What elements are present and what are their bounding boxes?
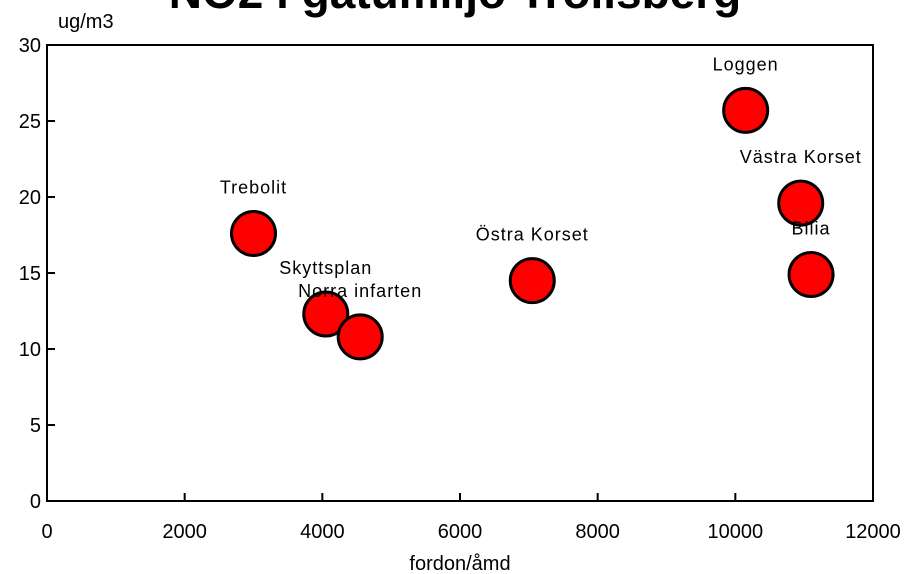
- y-tick-label: 30: [19, 35, 41, 57]
- x-tick-label: 4000: [300, 521, 345, 543]
- point-label: Västra Korset: [740, 147, 862, 167]
- point: [722, 86, 770, 134]
- y-tick-label: 5: [30, 415, 41, 437]
- y-tick-label: 25: [19, 111, 41, 133]
- point: [302, 290, 350, 338]
- x-axis-label: fordon/åmd: [409, 553, 510, 574]
- point-label: Östra Korset: [476, 225, 589, 245]
- y-axis-label: ug/m3: [58, 11, 114, 33]
- point: [787, 251, 835, 299]
- chart-title: NO2 i gatumiljö Trollsberg: [169, 0, 742, 18]
- x-tick-label: 8000: [575, 521, 620, 543]
- y-tick-label: 10: [19, 339, 41, 361]
- point: [230, 209, 277, 257]
- x-tick-label: 12000: [845, 521, 901, 543]
- point-label: Skyttsplan: [279, 258, 372, 278]
- y-tick-label: 0: [30, 491, 41, 513]
- x-tick-label: 2000: [162, 521, 207, 543]
- y-tick-label: 20: [19, 187, 41, 209]
- point-label: Loggen: [713, 54, 779, 74]
- x-tick-label: 6000: [438, 521, 483, 543]
- point-label: Norra infarten: [298, 281, 422, 301]
- point: [336, 313, 384, 361]
- x-tick-label: 10000: [708, 521, 764, 543]
- point: [777, 179, 825, 227]
- point: [508, 257, 556, 305]
- point-label: Trebolit: [220, 177, 287, 197]
- x-tick-label: 0: [41, 521, 52, 543]
- y-tick-label: 15: [19, 263, 41, 285]
- point-label: Bilia: [792, 219, 831, 239]
